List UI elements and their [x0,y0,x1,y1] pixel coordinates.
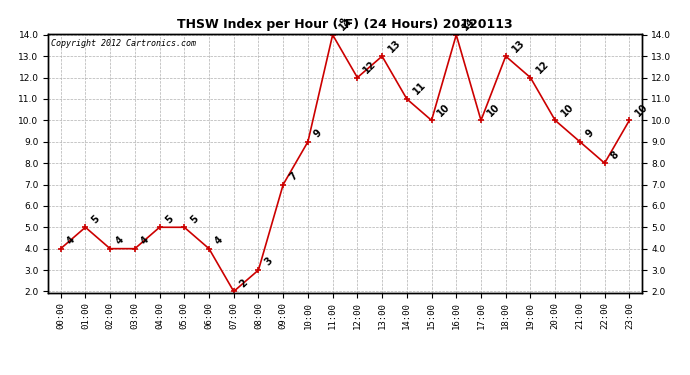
Text: 14: 14 [460,16,477,33]
Text: 7: 7 [287,171,299,182]
Text: 10: 10 [485,102,502,118]
Text: 11: 11 [411,80,428,97]
Text: 2: 2 [238,278,250,289]
Text: 5: 5 [90,213,101,225]
Text: 12: 12 [362,59,378,75]
Text: 4: 4 [213,235,225,246]
Text: 5: 5 [164,213,175,225]
Text: 12: 12 [535,59,551,75]
Text: 4: 4 [115,235,126,246]
Text: 9: 9 [312,128,324,140]
Text: Copyright 2012 Cartronics.com: Copyright 2012 Cartronics.com [51,39,196,48]
Text: 10: 10 [633,102,650,118]
Text: 8: 8 [609,149,621,161]
Text: 14: 14 [337,16,353,33]
Text: 13: 13 [386,38,403,54]
Text: 4: 4 [139,235,151,246]
Text: 3: 3 [263,256,275,268]
Text: 10: 10 [435,102,453,118]
Text: 9: 9 [584,128,596,140]
Text: 10: 10 [560,102,576,118]
Text: 13: 13 [510,38,526,54]
Text: 5: 5 [188,213,200,225]
Text: 4: 4 [65,235,77,246]
Title: THSW Index per Hour (°F) (24 Hours) 20120113: THSW Index per Hour (°F) (24 Hours) 2012… [177,18,513,31]
